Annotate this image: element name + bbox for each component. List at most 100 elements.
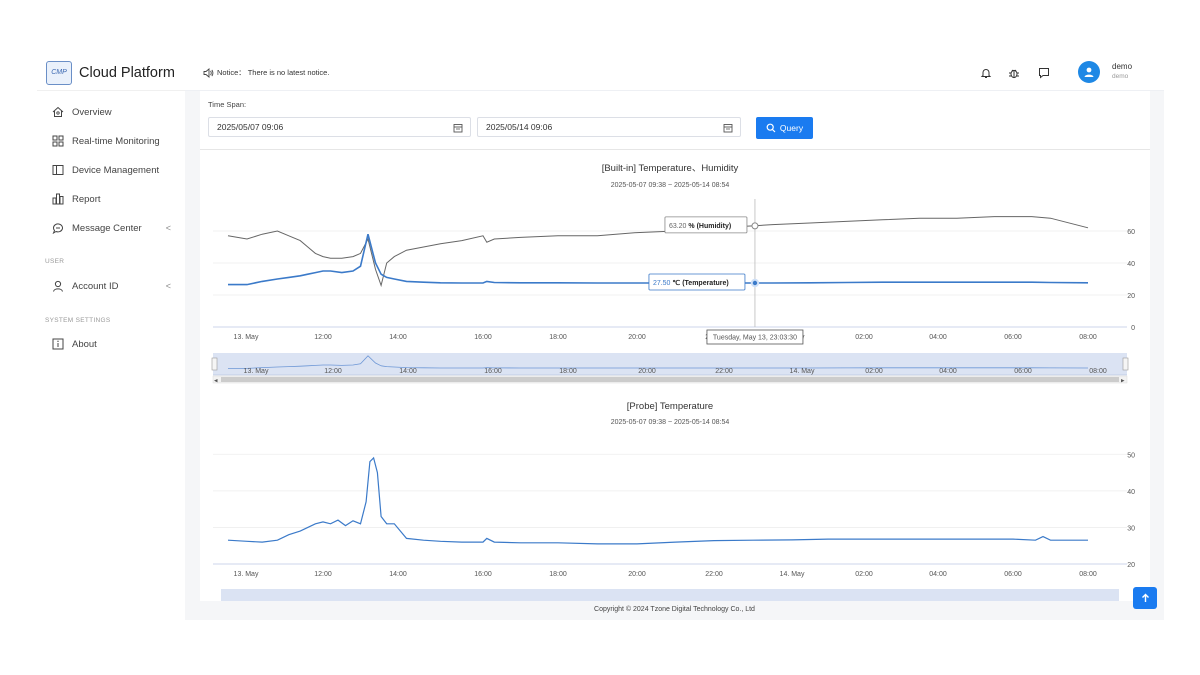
navigator-tick-label: 13. May — [244, 368, 269, 375]
user-icon — [52, 280, 64, 292]
tooltip-temperature-value: 27.50 — [653, 280, 672, 287]
sidebar-item-about[interactable]: About — [37, 332, 185, 356]
sidebar-item-label: Real-time Monitoring — [72, 135, 160, 147]
navigator-tick-label: 14:00 — [399, 368, 417, 375]
tooltip-humidity-value: 63.20 — [669, 223, 688, 230]
sidebar-item-real-time-monitoring[interactable]: Real-time Monitoring — [37, 129, 185, 153]
x-tick-label: 18:00 — [549, 571, 567, 578]
brand-name: Cloud Platform — [79, 64, 175, 81]
main-content: Time Span: 2025/05/07 09:06 2025/05/14 0… — [185, 91, 1164, 620]
x-tick-label: 13. May — [234, 571, 259, 578]
chart-subtitle: 2025-05-07 09:38 ~ 2025-05-14 08:54 — [611, 419, 730, 426]
x-tick-label: 14:00 — [389, 334, 407, 341]
tooltip-box — [706, 329, 804, 345]
scrollbar-left-arrow: ◂ — [214, 378, 218, 385]
avatar[interactable] — [1078, 61, 1100, 83]
end-date-value: 2025/05/14 09:06 — [486, 122, 553, 132]
navigator-tick-label: 14. May — [790, 368, 815, 375]
calendar-icon — [723, 124, 733, 133]
search-icon — [766, 123, 776, 133]
navigator-mask — [213, 353, 1127, 375]
query-button[interactable]: Query — [756, 117, 813, 139]
y-tick-label: 20 — [1127, 293, 1135, 300]
y-tick-label: 40 — [1127, 489, 1135, 496]
app-window: CMP Cloud Platform Overview Real-time Mo… — [37, 55, 1164, 620]
charts-svg: [Built-in] Temperature、Humidity 2025-05-0… — [211, 163, 1135, 601]
x-tick-label: 02:00 — [855, 571, 873, 578]
chat-icon[interactable] — [1037, 66, 1051, 80]
sidebar-item-label: Account ID — [72, 280, 119, 292]
scrollbar-right-arrow: ▸ — [1121, 378, 1125, 385]
tooltip-box — [648, 273, 746, 291]
chart-title: [Built-in] Temperature、Humidity — [602, 163, 739, 174]
tooltip-temperature-text: 27.50 ℃ (Temperature) — [653, 279, 729, 287]
sidebar-item-report[interactable]: Report — [37, 187, 185, 211]
navigator-tick-label: 08:00 — [1089, 368, 1107, 375]
sidebar: CMP Cloud Platform Overview Real-time Mo… — [37, 55, 186, 620]
sidebar-item-account-id[interactable]: Account ID < — [37, 274, 185, 298]
y-tick-label: 50 — [1127, 452, 1135, 459]
x-tick-label: 16:00 — [474, 571, 492, 578]
user-avatar-icon — [1084, 67, 1094, 77]
bug-icon[interactable] — [1007, 66, 1021, 80]
y-tick-label: 40 — [1127, 261, 1135, 268]
brand[interactable]: CMP Cloud Platform — [37, 55, 185, 91]
arrow-up-icon — [1141, 593, 1149, 602]
scrollbar-thumb — [221, 377, 1119, 382]
bell-icon[interactable] — [979, 66, 993, 80]
tooltip-humidity: 63.20 % (Humidity) — [664, 216, 748, 234]
navigator-tick-label: 06:00 — [1014, 368, 1032, 375]
tooltip-humidity-text: 63.20 % (Humidity) — [669, 223, 731, 230]
sidebar-item-message-center[interactable]: Message Center < — [37, 216, 185, 240]
x-tick-label: 12:00 — [314, 334, 332, 341]
series-line-humidity — [227, 216, 1089, 288]
sidebar-item-overview[interactable]: Overview — [37, 100, 185, 124]
navigator-handle-right — [1122, 357, 1129, 371]
chart-1: [Built-in] Temperature、Humidity 2025-05-0… — [213, 163, 1135, 345]
start-date-input[interactable]: 2025/05/07 09:06 — [208, 117, 471, 137]
navigator-series — [228, 355, 1089, 369]
x-tick-label: 22:00 — [705, 571, 723, 578]
series-line-temperature — [228, 233, 1089, 286]
tooltip-box — [664, 216, 748, 234]
x-tick-label: 20:00 — [628, 334, 646, 341]
notice-bar: Notice： There is no latest notice. — [203, 67, 329, 78]
x-tick-label: 02:00 — [855, 334, 873, 341]
section-label-user: USER — [45, 258, 65, 265]
footer-copyright: Copyright © 2024 Tzone Digital Technolog… — [594, 606, 755, 613]
sidebar-item-label: Overview — [72, 106, 112, 118]
back-to-top-button[interactable] — [1133, 587, 1157, 609]
message-icon — [52, 222, 64, 234]
sidebar-item-device-management[interactable]: Device Management — [37, 158, 185, 182]
x-tick-label: 12:00 — [314, 571, 332, 578]
sidebar-item-label: Device Management — [72, 164, 160, 176]
user-name[interactable]: demo — [1112, 62, 1133, 71]
tooltip-header-text: Tuesday, May 13, 23:03:30 — [713, 335, 797, 342]
y-tick-label: 30 — [1127, 525, 1135, 532]
end-date-input[interactable]: 2025/05/14 09:06 — [477, 117, 741, 137]
home-icon — [52, 106, 64, 118]
x-tick-label: 04:00 — [929, 571, 947, 578]
x-tick-label: 06:00 — [1004, 571, 1022, 578]
tooltip-humidity-label: % (Humidity) — [688, 223, 731, 230]
x-tick-label: 04:00 — [929, 334, 947, 341]
x-tick-label: 06:00 — [1004, 334, 1022, 341]
sidebar-item-label: Message Center — [72, 222, 142, 234]
navigator-tick-label: 22:00 — [715, 368, 733, 375]
navigator-mask-partial — [221, 589, 1119, 601]
section-label-system-settings: SYSTEM SETTINGS — [45, 317, 111, 324]
speaker-icon — [203, 67, 214, 78]
sidebar-item-label: Report — [72, 193, 101, 205]
navigator-tick-label: 20:00 — [638, 368, 656, 375]
notice-text: Notice： There is no latest notice. — [217, 68, 330, 77]
y-tick-label: 20 — [1127, 562, 1135, 569]
hover-point-humidity — [751, 222, 759, 230]
x-tick-label: 13. May — [234, 334, 259, 341]
query-button-label: Query — [779, 123, 804, 133]
grid-icon — [52, 135, 64, 147]
time-span-label: Time Span: — [208, 100, 247, 109]
top-header: Notice： There is no latest notice. demo … — [185, 55, 1164, 91]
navigator-tick-label: 12:00 — [324, 368, 342, 375]
tooltip-x-header: Tuesday, May 13, 23:03:30 — [706, 329, 804, 345]
calendar-icon — [453, 124, 463, 133]
